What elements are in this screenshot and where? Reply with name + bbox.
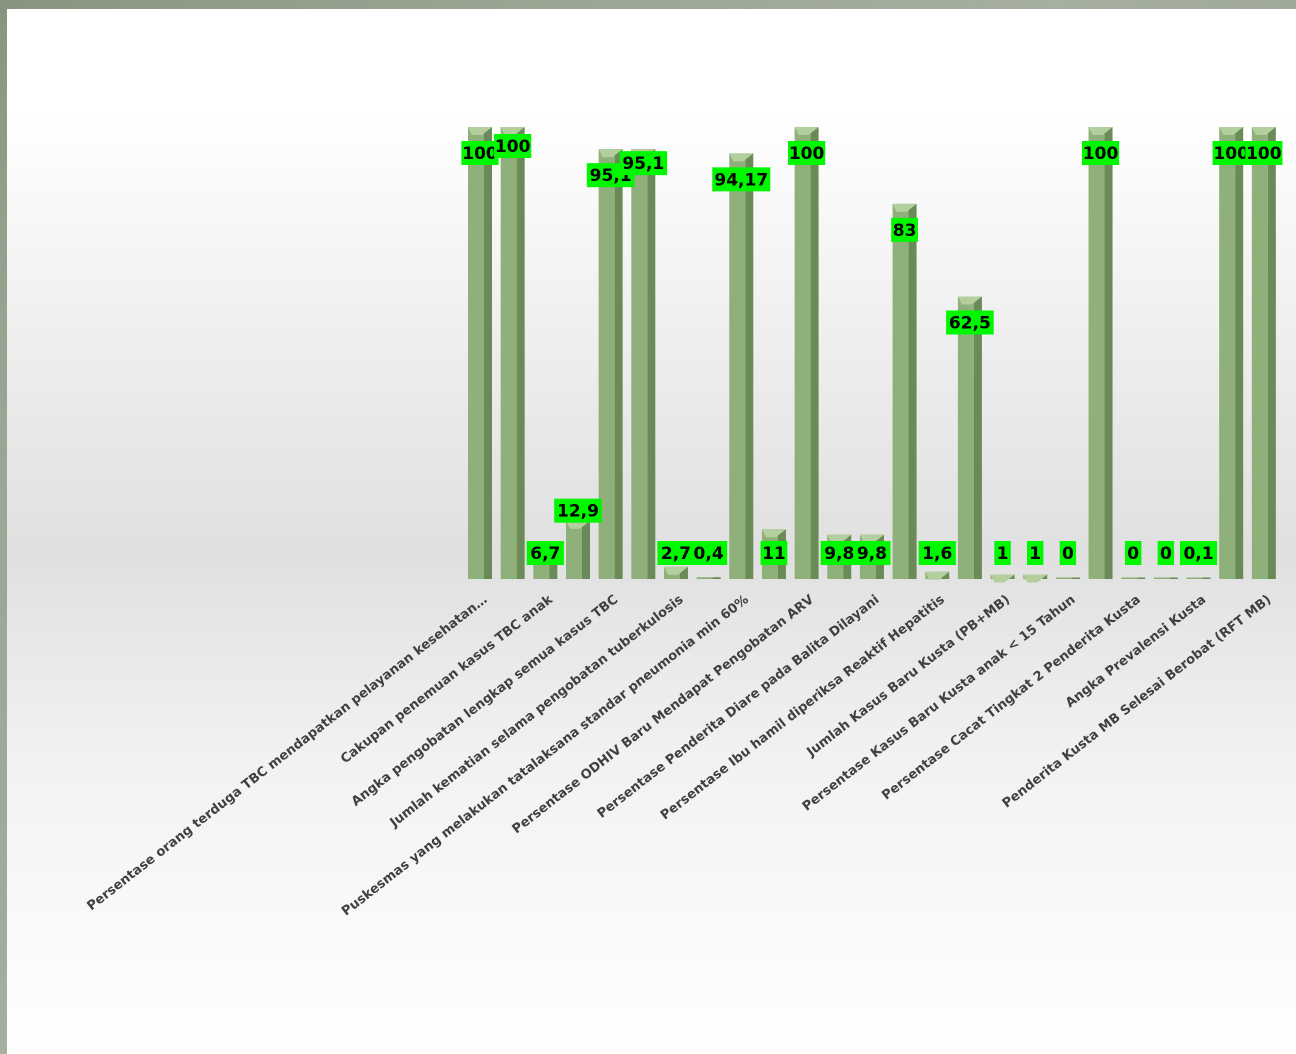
data-label: 1 <box>994 541 1011 565</box>
data-label-text: 100 <box>1083 144 1119 164</box>
data-label: 0,1 <box>1179 541 1218 565</box>
data-label-text: 1 <box>997 544 1009 564</box>
bar <box>1088 127 1113 579</box>
data-label: 12,9 <box>554 498 602 523</box>
data-label: 95,1 <box>619 151 668 176</box>
bar <box>729 153 754 579</box>
data-label: 0 <box>1125 541 1142 565</box>
data-label-text: 94,17 <box>714 170 768 190</box>
bar <box>1251 127 1276 579</box>
data-label-text: 0 <box>1127 544 1139 564</box>
data-label: 11 <box>760 541 788 565</box>
bar <box>696 577 721 579</box>
data-label-text: 9,8 <box>824 544 854 564</box>
bar <box>925 571 950 580</box>
data-label-text: 100 <box>789 144 825 164</box>
data-label-text: 100 <box>1213 144 1249 164</box>
category-label: Persentase ODHIV Baru Mendapat Pengobata… <box>510 592 817 837</box>
data-label: 83 <box>891 217 918 242</box>
data-label: 1 <box>1027 541 1044 565</box>
data-label: 100 <box>788 141 826 165</box>
bar <box>957 296 982 579</box>
data-label-text: 1,6 <box>922 544 952 564</box>
bar <box>1186 577 1211 579</box>
bars-group <box>468 127 1276 583</box>
data-label-text: 100 <box>1246 144 1282 164</box>
bar <box>598 149 623 579</box>
category-labels-group: Persentase orang terduga TBC mendapatkan… <box>85 592 1275 919</box>
data-label: 100 <box>461 141 499 165</box>
data-label-text: 0,1 <box>1183 544 1213 564</box>
bar <box>1219 127 1244 579</box>
bar <box>1055 577 1080 579</box>
data-label-text: 100 <box>462 144 498 164</box>
data-label: 0 <box>1059 541 1077 565</box>
data-label: 62,5 <box>946 310 994 335</box>
data-label-text: 0 <box>1062 544 1074 564</box>
data-label: 100 <box>1245 141 1283 165</box>
data-label-text: 62,5 <box>949 314 991 334</box>
bar <box>1121 577 1146 579</box>
bar <box>631 149 656 579</box>
data-label: 0,4 <box>690 541 728 565</box>
data-label-text: 11 <box>762 544 786 564</box>
bar <box>500 127 525 579</box>
data-label-text: 100 <box>495 137 531 157</box>
bar <box>794 127 819 579</box>
bar <box>565 520 590 579</box>
bar <box>892 203 917 579</box>
data-label: 9,8 <box>820 541 858 565</box>
data-label: 2,7 <box>657 541 695 565</box>
bar <box>1153 577 1178 579</box>
data-label-text: 0 <box>1160 544 1172 564</box>
data-label-text: 1 <box>1029 544 1041 564</box>
data-label: 94,17 <box>712 167 771 192</box>
data-label: 1,6 <box>918 541 956 565</box>
data-label-text: 2,7 <box>661 544 691 564</box>
category-label: Jumlah kematian selama pengobatan tuberk… <box>387 592 687 831</box>
bar <box>663 566 688 579</box>
data-label: 100 <box>1212 141 1250 165</box>
data-label: 100 <box>1081 141 1120 165</box>
data-label-text: 9,8 <box>857 544 887 564</box>
bar <box>1023 574 1048 583</box>
data-label-text: 6,7 <box>530 544 560 564</box>
data-label-text: 95,1 <box>622 154 664 174</box>
data-label: 0 <box>1157 541 1175 565</box>
data-label: 100 <box>494 134 532 158</box>
data-label-text: 0,4 <box>694 544 724 564</box>
data-label-text: 83 <box>893 221 917 241</box>
data-label: 6,7 <box>526 541 564 565</box>
data-label-text: 12,9 <box>557 502 599 522</box>
bar <box>468 127 492 579</box>
data-label: 9,8 <box>853 541 891 565</box>
bar <box>990 574 1015 583</box>
